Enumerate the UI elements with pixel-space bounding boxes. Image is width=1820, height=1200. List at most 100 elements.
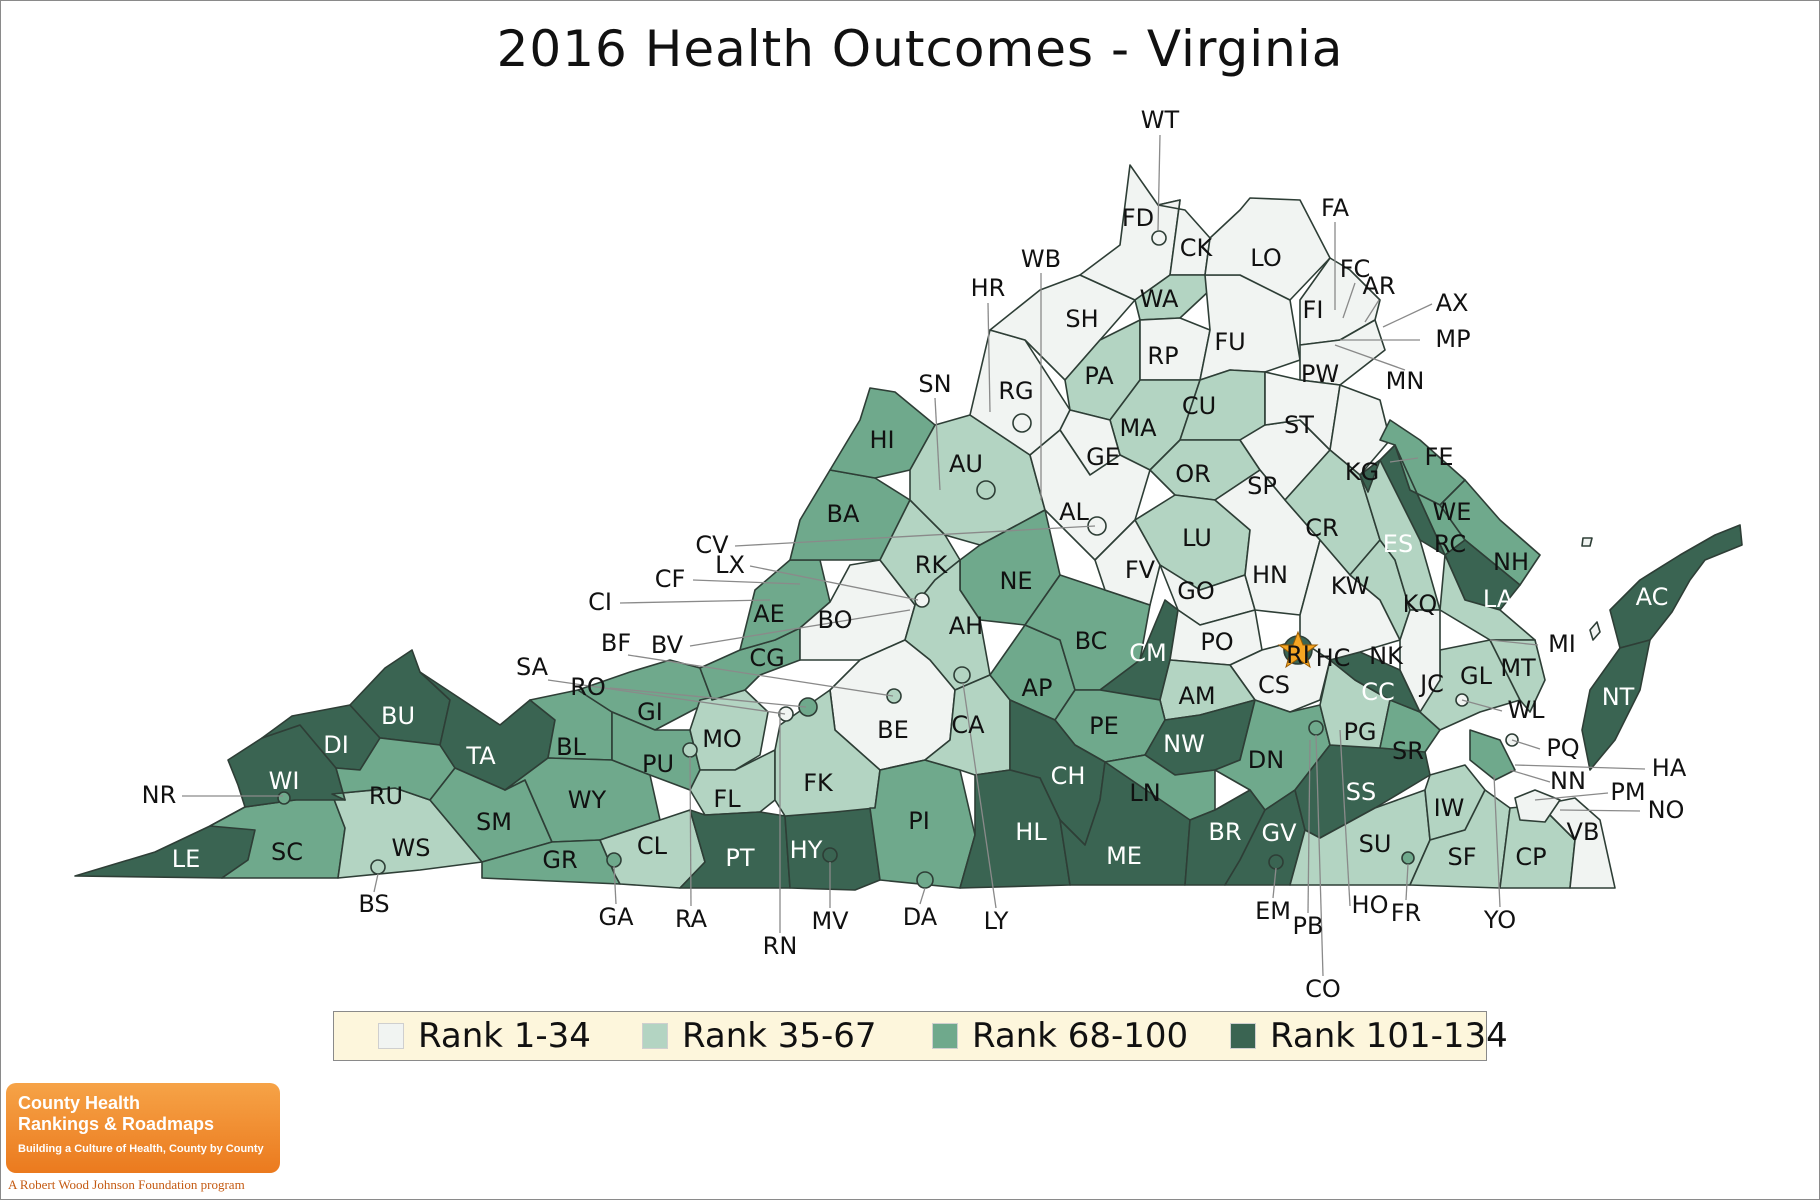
county-label-le: LE [172, 845, 201, 873]
legend-item-rank-68-100: Rank 68-100 [932, 1012, 1188, 1060]
callout-label-ra: RA [675, 905, 708, 933]
callout-label-da: DA [903, 903, 938, 931]
legend-item-rank-101-134: Rank 101-134 [1230, 1012, 1508, 1060]
county-label-pg: PG [1343, 718, 1376, 746]
leader-line-co [1315, 734, 1324, 977]
city-danville[interactable] [916, 871, 934, 889]
county-label-ws: WS [392, 834, 431, 862]
city-roanoke[interactable] [798, 697, 818, 717]
callout-label-fr: FR [1391, 899, 1421, 927]
county-label-or: OR [1175, 460, 1211, 488]
county-label-rk: RK [915, 551, 949, 579]
county-label-ta: TA [465, 742, 496, 770]
county-label-iw: IW [1434, 794, 1465, 822]
county-label-bu: BU [381, 702, 415, 730]
callout-label-wb: WB [1021, 245, 1061, 273]
county-MO[interactable] [689, 689, 769, 771]
leader-line-cf [692, 579, 801, 585]
county-label-po: PO [1200, 628, 1233, 656]
leader-line-ar [1364, 299, 1380, 323]
leader-line-wl [1461, 699, 1503, 712]
county-label-pe: PE [1089, 712, 1119, 740]
county-AC[interactable] [1609, 524, 1743, 649]
callout-label-mp: MP [1435, 325, 1470, 353]
city-lynchburg[interactable] [953, 666, 971, 684]
callout-label-wl: WL [1507, 696, 1545, 724]
leader-line-pb [1307, 739, 1311, 914]
city-radford[interactable] [682, 742, 698, 758]
county-label-ae: AE [753, 600, 785, 628]
legend: Rank 1-34 Rank 35-67 Rank 68-100 Rank 10… [333, 1011, 1508, 1061]
county-label-cr: CR [1305, 514, 1338, 542]
county-label-gl: GL [1460, 662, 1493, 690]
legend-swatch [932, 1023, 958, 1049]
leader-line-fr [1405, 863, 1409, 901]
county-label-ss: SS [1346, 778, 1376, 806]
leader-line-bv [689, 609, 911, 647]
legend-item-rank-1-34: Rank 1-34 [378, 1012, 591, 1060]
county-label-su: SU [1359, 830, 1392, 858]
city-emporia[interactable] [1268, 854, 1284, 870]
county-label-we: WE [1433, 498, 1472, 526]
callout-label-yo: YO [1483, 906, 1516, 934]
county-label-vb: VB [1567, 818, 1600, 846]
county-label-nw: NW [1163, 730, 1205, 758]
city-staunton[interactable] [976, 480, 996, 500]
map-title: 2016 Health Outcomes - Virginia [496, 20, 1344, 78]
county-FV[interactable] [1094, 519, 1161, 606]
county-label-ch: CH [1051, 762, 1086, 790]
county-NT[interactable] [1581, 639, 1651, 771]
city-winchester[interactable] [1151, 230, 1167, 246]
city-bristol[interactable] [370, 859, 386, 875]
city-salem[interactable] [778, 706, 794, 722]
callout-label-ar: AR [1362, 272, 1395, 300]
county-label-ca: CA [951, 711, 985, 739]
leader-line-mn [1334, 344, 1406, 371]
city-franklin[interactable] [1401, 851, 1415, 865]
city-martinsville[interactable] [822, 847, 838, 863]
county-label-cu: CU [1182, 392, 1216, 420]
leader-line-bf [627, 654, 894, 697]
leader-line-ga [613, 865, 617, 905]
county-label-kq: KQ [1403, 590, 1438, 618]
leader-line-yo [1493, 774, 1501, 908]
city-galax[interactable] [606, 852, 622, 868]
callout-label-sa: SA [516, 653, 549, 681]
city-norton[interactable] [277, 791, 291, 805]
leader-line-wt [1157, 134, 1161, 231]
county-HA[interactable] [1469, 729, 1516, 781]
city-bedford[interactable] [886, 688, 902, 704]
county-label-hy: HY [790, 836, 823, 864]
legend-swatch [642, 1023, 668, 1049]
callout-label-nn: NN [1550, 767, 1586, 795]
callout-label-no: NO [1648, 796, 1685, 824]
city-harrisonburg[interactable] [1012, 413, 1032, 433]
county-VB[interactable] [1539, 797, 1616, 889]
county-label-ck: CK [1180, 234, 1214, 262]
county-JC[interactable] [1399, 609, 1441, 713]
county-label-pw: PW [1301, 360, 1339, 388]
county-label-mo: MO [702, 725, 742, 753]
county-label-fi: FI [1303, 296, 1324, 324]
county-SH[interactable] [989, 274, 1136, 381]
county-NO[interactable] [1514, 789, 1561, 823]
county-label-la: LA [1483, 585, 1514, 613]
county-label-cg: CG [749, 644, 784, 672]
county-label-fd: FD [1122, 204, 1154, 232]
leader-line-pq [1511, 739, 1541, 750]
county-MT[interactable] [1489, 639, 1546, 713]
leader-line-ly [962, 682, 997, 909]
county-HI[interactable] [829, 387, 936, 479]
callout-label-mn: MN [1386, 367, 1425, 395]
leader-line-sn [934, 397, 941, 491]
city-colonial-heights[interactable] [1308, 720, 1324, 736]
leader-line-em [1272, 867, 1277, 899]
county-label-st: ST [1284, 411, 1314, 439]
county-label-wi: WI [269, 767, 300, 795]
callout-label-sn: SN [918, 370, 951, 398]
county-health-rankings-logo: County Health Rankings & Roadmaps Buildi… [6, 1083, 280, 1173]
county-label-kw: KW [1331, 572, 1370, 600]
county-label-rc: RC [1434, 530, 1466, 558]
legend-label: Rank 68-100 [972, 1016, 1189, 1056]
